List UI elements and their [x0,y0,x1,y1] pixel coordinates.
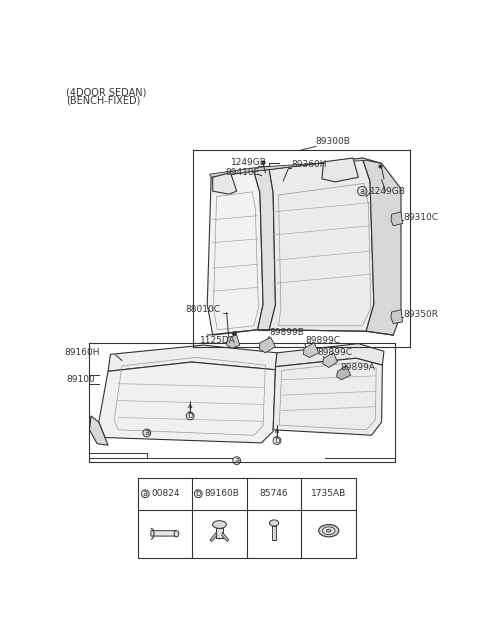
Polygon shape [272,526,276,540]
Text: b: b [188,412,193,421]
Polygon shape [336,366,350,380]
Ellipse shape [269,520,279,526]
Text: 89360H: 89360H [291,159,326,168]
Text: 89300B: 89300B [316,136,350,145]
Text: 1735AB: 1735AB [311,489,347,498]
Polygon shape [273,358,383,435]
Polygon shape [99,362,276,443]
Polygon shape [227,335,240,349]
Text: 89100: 89100 [66,376,95,385]
Text: 89410E: 89410E [225,168,259,177]
Text: 89899C: 89899C [305,336,340,345]
Ellipse shape [326,529,331,532]
Text: 89160H: 89160H [65,349,100,358]
Text: 00824: 00824 [152,489,180,498]
Polygon shape [210,158,382,177]
Polygon shape [303,343,319,358]
Text: 89350R: 89350R [403,310,438,319]
Polygon shape [216,528,223,538]
Text: 89899B: 89899B [269,329,304,338]
Text: b: b [196,489,201,498]
Polygon shape [362,158,401,335]
Polygon shape [322,158,359,182]
Text: b: b [274,436,280,445]
Text: 89899C: 89899C [317,349,352,358]
Text: (4DOOR SEDAN): (4DOOR SEDAN) [66,87,146,97]
Text: 1249GB: 1249GB [370,186,406,195]
Text: a: a [234,456,239,465]
Polygon shape [276,343,384,367]
Polygon shape [108,345,277,371]
Text: a: a [360,186,365,195]
Text: 1249GB: 1249GB [230,158,266,167]
Text: a: a [144,428,149,437]
Text: 85746: 85746 [260,489,288,498]
Polygon shape [269,158,374,331]
Polygon shape [89,416,108,445]
Polygon shape [391,212,403,226]
Polygon shape [254,170,276,330]
Polygon shape [151,530,179,536]
Text: 88010C: 88010C [186,305,220,314]
Text: 89310C: 89310C [403,213,438,222]
Polygon shape [210,532,217,541]
Polygon shape [323,353,337,367]
Text: 89899A: 89899A [340,363,375,372]
Ellipse shape [319,525,339,537]
Text: a: a [143,489,148,498]
Polygon shape [391,310,403,323]
Ellipse shape [174,530,179,537]
Polygon shape [207,171,263,335]
Polygon shape [222,532,229,541]
Ellipse shape [323,527,335,534]
Text: 1125DA: 1125DA [200,336,235,345]
Bar [137,478,356,558]
Polygon shape [259,338,276,353]
Ellipse shape [213,521,227,529]
Text: (BENCH-FIXED): (BENCH-FIXED) [66,96,141,105]
Text: 89160B: 89160B [204,489,240,498]
Polygon shape [213,172,237,194]
